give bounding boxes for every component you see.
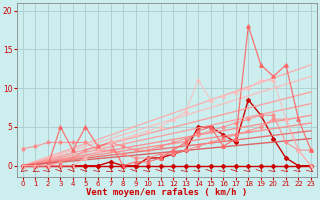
X-axis label: Vent moyen/en rafales ( km/h ): Vent moyen/en rafales ( km/h ) — [86, 188, 248, 197]
